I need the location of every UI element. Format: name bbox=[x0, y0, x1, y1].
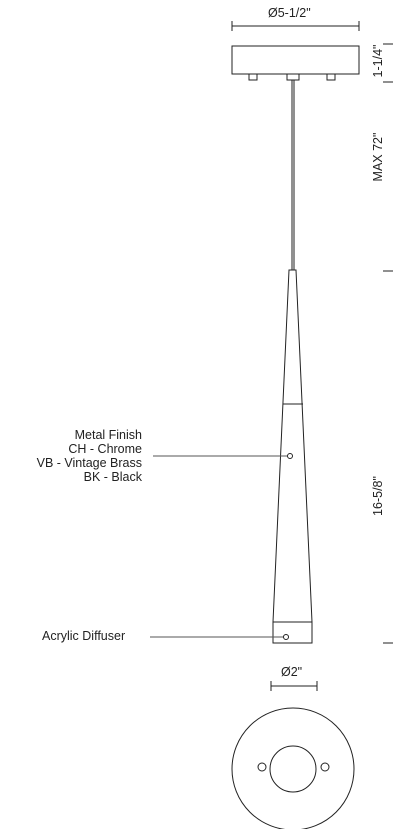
fixture-width-dimension-line bbox=[270, 681, 318, 691]
fixture-length-label: 16-5/8" bbox=[371, 476, 385, 516]
bottom-view-screw-right bbox=[320, 762, 330, 772]
metal-cone-shade bbox=[272, 269, 313, 623]
canopy bbox=[231, 45, 360, 75]
canopy-height-label: 1-1/4" bbox=[371, 44, 385, 78]
metal-finish-callout: Metal Finish CH - Chrome VB - Vintage Br… bbox=[37, 428, 142, 484]
diffuser-marker bbox=[283, 634, 289, 640]
diffuser-label: Acrylic Diffuser bbox=[42, 629, 126, 643]
fixture-diameter-label: Ø2" bbox=[281, 665, 303, 679]
acrylic-diffuser bbox=[272, 621, 313, 644]
canopy-screw-right bbox=[326, 73, 336, 81]
bottom-view-fixture-outline bbox=[269, 745, 317, 793]
canopy-diameter-label: Ø5-1/2" bbox=[268, 6, 311, 20]
vertical-dimension-ticks bbox=[383, 43, 393, 644]
metal-finish-marker bbox=[287, 453, 293, 459]
canopy-cable-grip bbox=[286, 73, 300, 81]
canopy-screw-left bbox=[248, 73, 258, 81]
suspension-cable bbox=[291, 80, 295, 270]
metal-finish-option-chrome: CH - Chrome bbox=[68, 442, 142, 456]
metal-finish-title: Metal Finish bbox=[74, 428, 142, 442]
bottom-view-screw-left bbox=[257, 762, 267, 772]
metal-finish-option-black: BK - Black bbox=[83, 470, 142, 484]
cable-length-label: MAX 72" bbox=[371, 132, 385, 182]
canopy-width-dimension-line bbox=[231, 21, 360, 31]
metal-finish-option-vintage-brass: VB - Vintage Brass bbox=[36, 456, 142, 470]
bottom-view-canopy-outline bbox=[231, 707, 355, 829]
